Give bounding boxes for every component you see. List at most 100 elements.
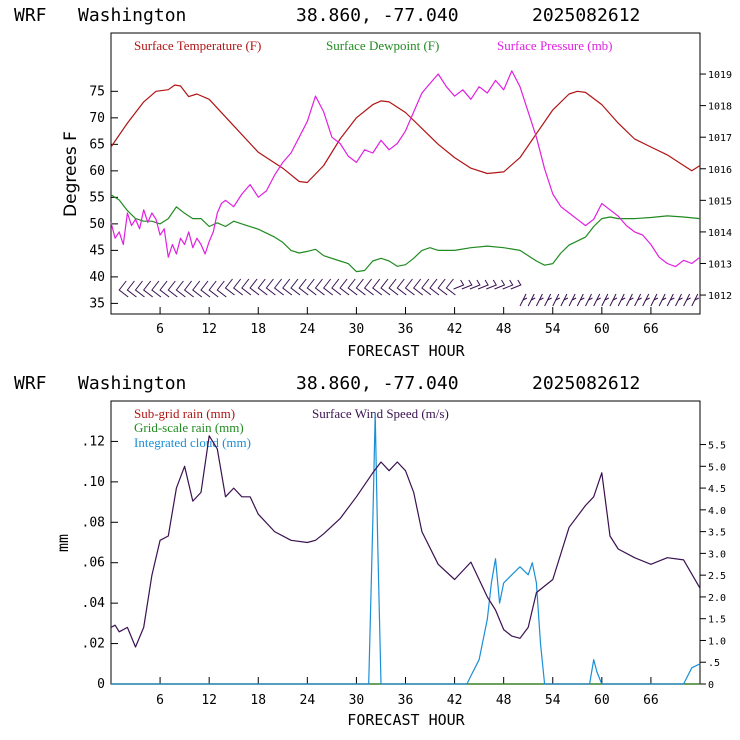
chart1-y2-tick-label: 1014 <box>708 228 732 239</box>
wind-barb <box>118 280 129 298</box>
wind-barb <box>331 278 342 296</box>
wind-barb <box>159 280 170 298</box>
chart1-y2-tick-label: 1012 <box>708 291 732 302</box>
wind-barb <box>208 280 219 298</box>
chart2-y2-tick-label: 3.5 <box>708 528 726 539</box>
wind-barb <box>224 278 235 296</box>
wind-barb <box>388 278 399 296</box>
wind-barb <box>486 279 498 290</box>
chart2-coords-label: 38.860, -77.040 <box>296 373 459 394</box>
chart2-y2-tick-label: 2.0 <box>708 593 726 604</box>
wind-barb <box>404 278 415 296</box>
chart1-x-tick-label: 36 <box>398 322 414 337</box>
wind-barb <box>634 293 642 307</box>
wind-barb <box>642 293 650 307</box>
wind-barb <box>134 280 145 298</box>
chart2-series-integrated-cloud-mm <box>111 412 701 685</box>
chart2-legend-wind-speed: Surface Wind Speed (m/s) <box>312 406 449 421</box>
wind-barb <box>232 278 244 296</box>
wind-barb <box>290 278 301 296</box>
wind-barb <box>355 278 366 296</box>
wind-barb <box>527 293 536 307</box>
chart1-x-tick-label: 6 <box>156 322 164 337</box>
chart1-x-tick-label: 60 <box>594 322 610 337</box>
chart1-y2-tick-label: 1013 <box>708 259 732 270</box>
wind-barb <box>691 293 700 307</box>
chart2-y2-tick-label: 1.0 <box>708 636 726 647</box>
wind-barb <box>519 293 528 307</box>
wind-barb <box>192 280 203 298</box>
wind-barb <box>363 278 374 296</box>
chart2-x-tick-label: 18 <box>250 693 266 708</box>
chart1-y-tick-label: 35 <box>89 296 105 311</box>
wind-barb <box>282 278 293 296</box>
wind-barb <box>494 279 506 290</box>
wind-barb <box>298 278 309 296</box>
wind-barb <box>241 278 252 296</box>
chart2-legend-integrated-cloud: Integrated cloud (mm) <box>134 435 251 450</box>
chart1-y2-tick-label: 1016 <box>708 165 732 176</box>
chart2-y-tick-label: .04 <box>82 596 106 611</box>
chart2-y2-tick-label: 4.0 <box>708 506 726 517</box>
chart1-legend-dewpoint: Surface Dewpoint (F) <box>326 38 439 53</box>
wind-barb <box>322 278 334 296</box>
wind-barb <box>650 293 659 307</box>
wind-barb <box>535 293 544 307</box>
wind-barb <box>183 280 194 298</box>
wind-barb <box>625 293 634 307</box>
chart1-y-tick-label: 65 <box>89 137 105 152</box>
chart2-legend-subgrid-rain: Sub-grid rain (mm) <box>134 406 235 421</box>
chart2-x-tick-label: 24 <box>300 693 316 708</box>
chart1-x-tick-label: 42 <box>447 322 463 337</box>
wind-barb <box>306 278 317 296</box>
chart2-x-tick-label: 30 <box>349 693 365 708</box>
chart1-coords-label: 38.860, -77.040 <box>296 5 459 26</box>
wind-barb <box>585 293 593 307</box>
chart1-run-label: 2025082612 <box>532 5 640 26</box>
chart1-y2-tick-label: 1015 <box>708 196 732 207</box>
wind-barb <box>544 293 552 307</box>
chart2-y-tick-label: .10 <box>82 475 105 490</box>
chart1-y-tick-label: 40 <box>89 270 105 285</box>
chart1-y-tick-label: 45 <box>89 243 105 258</box>
wind-barb <box>469 279 481 290</box>
wind-barb <box>200 280 211 298</box>
chart2-y-tick-label: .12 <box>82 434 105 449</box>
wind-barb <box>666 293 675 307</box>
wind-barb <box>429 278 440 296</box>
wind-barb <box>477 279 489 290</box>
wind-barb <box>175 280 186 298</box>
wind-barb <box>257 278 268 296</box>
chart2-y2-tick-label: 5.0 <box>708 462 726 473</box>
chart2-y2-tick-label: .5 <box>708 658 720 669</box>
wind-barb <box>412 278 424 296</box>
wind-barb <box>314 278 325 296</box>
chart1-x-tick-label: 24 <box>300 322 316 337</box>
wind-barb <box>560 293 569 307</box>
wind-barb <box>502 279 514 290</box>
chart2-y2-tick-label: 4.5 <box>708 484 726 495</box>
chart1-legend-pressure: Surface Pressure (mb) <box>497 38 613 53</box>
wind-barb <box>347 278 358 296</box>
wind-barb <box>167 280 178 298</box>
wind-barb <box>510 279 522 290</box>
chart1-y-tick-label: 60 <box>89 164 105 179</box>
chart1-x-tick-label: 30 <box>349 322 365 337</box>
chart2-y-tick-label: .08 <box>82 515 105 530</box>
chart1-x-tick-label: 48 <box>496 322 512 337</box>
wind-barb <box>265 278 276 296</box>
chart2-y2-tick-label: 1.5 <box>708 615 726 626</box>
wind-barb <box>216 280 227 298</box>
chart1-series-surface-pressure-mb <box>110 70 701 268</box>
chart1-model-label: WRF <box>14 5 47 26</box>
chart2-x-tick-label: 36 <box>398 693 414 708</box>
chart2-run-label: 2025082612 <box>532 373 640 394</box>
wind-barb <box>126 280 137 298</box>
wind-barb <box>453 279 465 290</box>
chart1-plot-area <box>110 32 701 315</box>
chart2-y-tick-label: .06 <box>82 556 105 571</box>
chart1-series-surface-dewpoint-f <box>110 194 701 273</box>
chart2-x-tick-label: 60 <box>594 693 610 708</box>
wind-barb <box>437 278 448 296</box>
wind-barb <box>609 293 618 307</box>
